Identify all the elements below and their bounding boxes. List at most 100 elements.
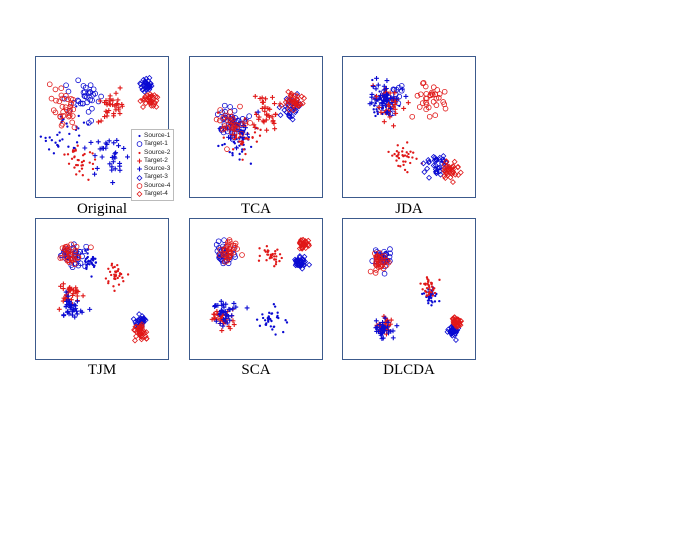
scatter-point: [261, 119, 267, 125]
scatter-point: [74, 293, 80, 299]
scatter-point: [385, 319, 391, 325]
scatter-point: [385, 109, 390, 115]
scatter-point: [68, 241, 74, 248]
scatter-point: [117, 167, 123, 173]
scatter-point: [114, 271, 118, 274]
scatter-point: [53, 97, 59, 104]
scatter-point: [384, 86, 389, 91]
scatter-point: [379, 336, 385, 342]
scatter-point: [60, 286, 66, 291]
scatter-point: [107, 267, 110, 270]
scatter-point: [422, 83, 429, 90]
scatter-point: [449, 179, 456, 186]
scatter-point: [141, 81, 148, 88]
scatter-point: [58, 122, 65, 129]
scatter-point: [267, 320, 270, 323]
scatter-point: [89, 105, 95, 112]
scatter-point: [95, 139, 101, 145]
scatter-point: [375, 82, 381, 88]
scatter-point: [74, 308, 79, 314]
cluster-7: [131, 321, 150, 344]
scatter-point: [397, 151, 400, 154]
scatter-point: [67, 107, 73, 114]
scatter-point: [434, 294, 437, 298]
scatter-point: [285, 88, 292, 95]
scatter-point: [223, 142, 226, 146]
scatter-point: [382, 315, 388, 321]
scatter-point: [70, 106, 77, 113]
scatter-point: [116, 143, 121, 149]
scatter-point: [387, 150, 390, 154]
scatter-point: [111, 266, 115, 269]
scatter-point: [374, 253, 381, 259]
scatter-point: [262, 108, 268, 114]
scatter-point: [67, 302, 72, 308]
scatter-point: [231, 134, 238, 140]
scatter-point: [70, 291, 76, 297]
cluster-7: [137, 91, 161, 110]
scatter-point: [104, 277, 108, 280]
scatter-point: [68, 132, 71, 136]
scatter-point: [116, 276, 119, 280]
legend-marker-icon: [138, 151, 141, 154]
scatter-point: [62, 104, 69, 111]
scatter-point: [107, 93, 113, 99]
cluster-4: [212, 298, 250, 329]
scatter-point: [418, 91, 424, 98]
scatter-point: [396, 155, 399, 158]
scatter-point: [372, 108, 375, 111]
cluster-7: [441, 158, 464, 186]
scatter-point: [396, 84, 402, 91]
legend-entry: Source-1: [135, 132, 170, 140]
scatter-point: [116, 263, 119, 267]
scatter-point: [243, 129, 246, 132]
cluster-1: [61, 77, 104, 126]
scatter-point: [238, 152, 241, 156]
scatter-point: [425, 276, 429, 279]
scatter-point: [440, 156, 447, 163]
scatter-point: [145, 83, 152, 90]
legend-label: Source-4: [144, 181, 171, 189]
scatter-point: [82, 159, 85, 163]
scatter-point: [420, 80, 426, 87]
scatter-point: [424, 165, 431, 172]
scatter-point: [130, 316, 137, 323]
scatter-point: [231, 151, 234, 155]
panel-original: Source-1 Target-1 Source-2 Target-2 Source-3…: [35, 56, 175, 217]
scatter-point: [373, 261, 379, 268]
scatter-point: [88, 151, 92, 154]
scatter-point: [385, 92, 390, 98]
scatter-point: [397, 164, 400, 168]
scatter-point: [59, 254, 65, 261]
scatter-point: [367, 268, 374, 275]
scatter-point: [217, 144, 220, 148]
scatter-point: [247, 138, 250, 141]
scatter-point: [240, 140, 243, 143]
panel-jda: JDA: [342, 56, 476, 217]
scatter-point: [371, 78, 374, 82]
scatter-point: [265, 322, 268, 325]
scatter-point: [80, 293, 86, 299]
scatter-point: [251, 135, 254, 139]
scatter-point: [278, 102, 285, 109]
scatter-point: [294, 93, 301, 99]
scatter-point: [399, 86, 405, 92]
cluster-7: [296, 236, 312, 252]
scatter-point: [240, 150, 244, 153]
cluster-6: [217, 237, 245, 265]
scatter-point: [404, 160, 407, 163]
scatter-point: [267, 318, 270, 322]
scatter-point: [221, 115, 228, 122]
scatter-point: [137, 81, 144, 88]
scatter-point: [266, 250, 270, 254]
scatter-point: [433, 300, 437, 303]
scatter-point: [110, 97, 116, 103]
scatter-point: [65, 309, 70, 315]
scatter-point: [82, 145, 88, 151]
caption-sca: SCA: [241, 362, 271, 378]
scatter-point: [87, 89, 93, 95]
cluster-0: [39, 105, 90, 155]
scatter-point: [286, 110, 293, 117]
scatter-point: [106, 138, 112, 144]
scatter-point: [274, 333, 277, 336]
